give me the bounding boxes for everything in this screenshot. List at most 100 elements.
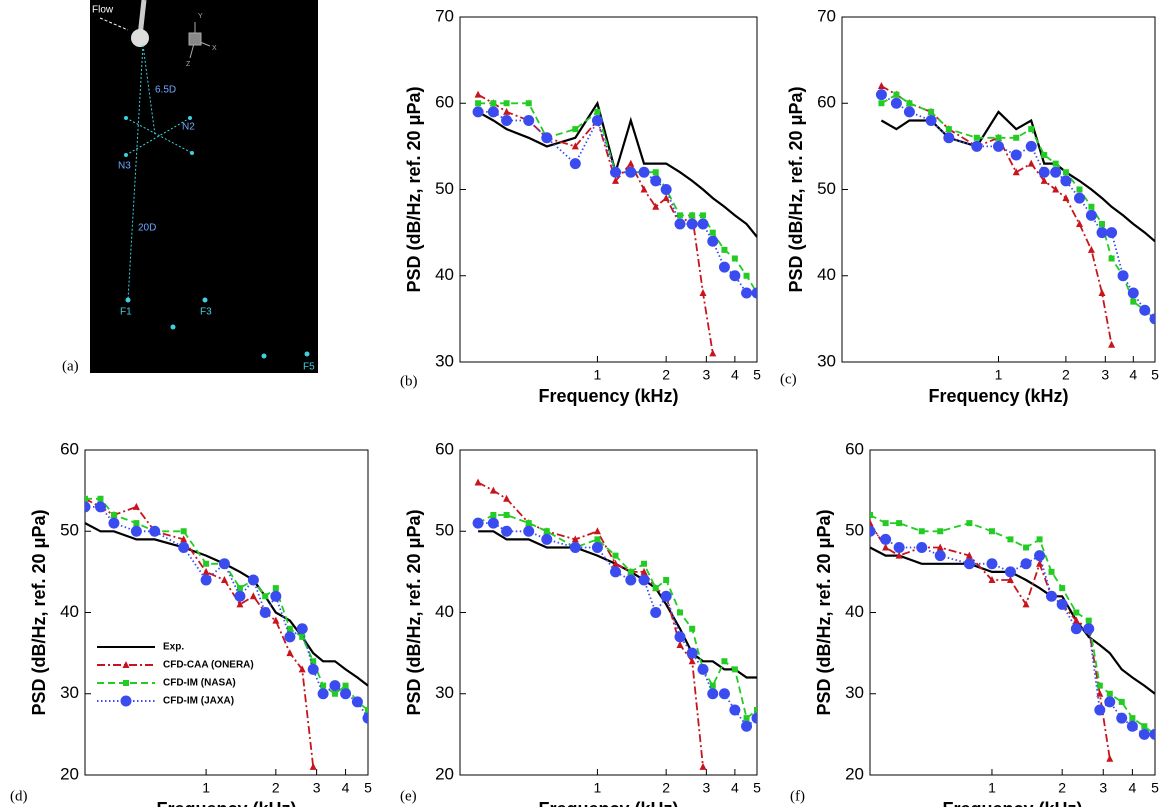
marker xyxy=(501,525,513,537)
y-tick-label: 50 xyxy=(845,521,864,540)
x-tick-label: 5 xyxy=(753,367,761,383)
marker xyxy=(875,89,887,101)
marker xyxy=(610,566,622,578)
y-tick-label: 60 xyxy=(817,93,836,112)
marker xyxy=(236,585,243,592)
marker xyxy=(652,585,659,592)
flow-label: Flow xyxy=(92,5,114,16)
marker xyxy=(1138,728,1150,740)
marker xyxy=(286,649,294,657)
marker xyxy=(697,663,709,675)
diagram: Flow 6.5D N2 N3 20D F1 F3 F5 Y X Z (a) xyxy=(62,0,318,374)
marker xyxy=(220,576,228,583)
y-axis-title: PSD (dB/Hz, ref. 20 μPa) xyxy=(404,86,424,292)
marker xyxy=(627,159,635,167)
marker xyxy=(541,132,553,144)
x-axis-title: Frequency (kHz) xyxy=(156,799,296,807)
marker xyxy=(877,82,885,89)
marker xyxy=(1083,623,1095,635)
marker xyxy=(1022,600,1030,608)
marker xyxy=(709,682,716,689)
marker xyxy=(569,542,581,553)
marker xyxy=(149,525,161,537)
marker xyxy=(707,688,719,700)
marker xyxy=(627,568,634,575)
marker xyxy=(699,762,707,770)
plot-frame xyxy=(459,449,758,776)
marker xyxy=(1036,559,1044,567)
axes-icon xyxy=(188,22,211,59)
marker xyxy=(677,609,684,616)
marker xyxy=(937,528,944,535)
marker xyxy=(995,134,1002,141)
marker xyxy=(1028,126,1035,133)
marker xyxy=(487,106,499,118)
marker xyxy=(594,536,601,543)
marker xyxy=(594,108,601,115)
y-tick-label: 30 xyxy=(60,683,79,702)
plot-frame xyxy=(869,449,1156,776)
marker xyxy=(475,100,482,107)
x-tick-label: 1 xyxy=(988,780,996,796)
marker xyxy=(1106,754,1114,762)
series-line xyxy=(880,85,1113,345)
marker xyxy=(503,100,510,107)
marker xyxy=(1007,536,1014,543)
paths xyxy=(125,44,193,301)
marker xyxy=(1040,176,1048,184)
marker xyxy=(474,90,482,98)
y-axis-title: PSD (dB/Hz, ref. 20 μPa) xyxy=(786,86,806,292)
marker xyxy=(638,574,650,586)
marker xyxy=(741,287,753,299)
series-line xyxy=(478,102,757,294)
legend: Exp. CFD-CAA (ONERA) CFD-IM (NASA) CFD-IM (… xyxy=(97,642,254,707)
marker xyxy=(351,696,363,708)
x-tick-label: 4 xyxy=(731,780,739,796)
marker xyxy=(709,229,716,236)
marker xyxy=(284,631,296,643)
marker xyxy=(299,633,306,640)
plot-area xyxy=(472,478,757,770)
marker xyxy=(662,194,670,202)
marker xyxy=(1038,166,1050,178)
marker xyxy=(870,525,876,537)
x-tick-label: 2 xyxy=(662,367,670,383)
panel-label: (e) xyxy=(400,788,417,804)
marker xyxy=(1149,313,1155,325)
marker xyxy=(1059,585,1066,592)
marker xyxy=(610,166,622,178)
node-label: F5 xyxy=(303,362,315,373)
legend-label: Exp. xyxy=(163,642,184,653)
marker xyxy=(660,590,672,602)
marker xyxy=(218,558,230,570)
marker xyxy=(751,712,757,724)
marker xyxy=(133,520,140,527)
marker xyxy=(729,270,741,282)
marker xyxy=(489,486,497,494)
marker xyxy=(689,625,696,632)
plot-area xyxy=(472,90,757,357)
marker xyxy=(1062,169,1069,176)
plot-frame xyxy=(84,449,369,776)
marker xyxy=(203,560,210,567)
marker xyxy=(320,682,327,689)
y-tick-label: 20 xyxy=(845,764,864,783)
marker xyxy=(1108,255,1115,262)
x-tick-label: 5 xyxy=(364,780,372,796)
marker xyxy=(963,558,975,570)
y-tick-label: 60 xyxy=(845,439,864,458)
x-tick-label: 4 xyxy=(1128,780,1136,796)
marker xyxy=(729,704,741,716)
y-tick-label: 70 xyxy=(435,6,454,25)
marker xyxy=(1052,160,1059,167)
legend-marker xyxy=(123,680,129,686)
series-line xyxy=(85,498,315,768)
marker xyxy=(525,520,532,527)
y-tick-label: 60 xyxy=(435,93,454,112)
x-tick-label: 1 xyxy=(202,780,210,796)
marker xyxy=(487,517,499,529)
marker xyxy=(674,218,686,230)
marker xyxy=(472,517,484,529)
marker xyxy=(612,176,620,184)
chart: 20 30 40 50 60 1 2 3 45 Frequency (kHz) PSD (dB/Hz… xyxy=(790,439,1159,807)
